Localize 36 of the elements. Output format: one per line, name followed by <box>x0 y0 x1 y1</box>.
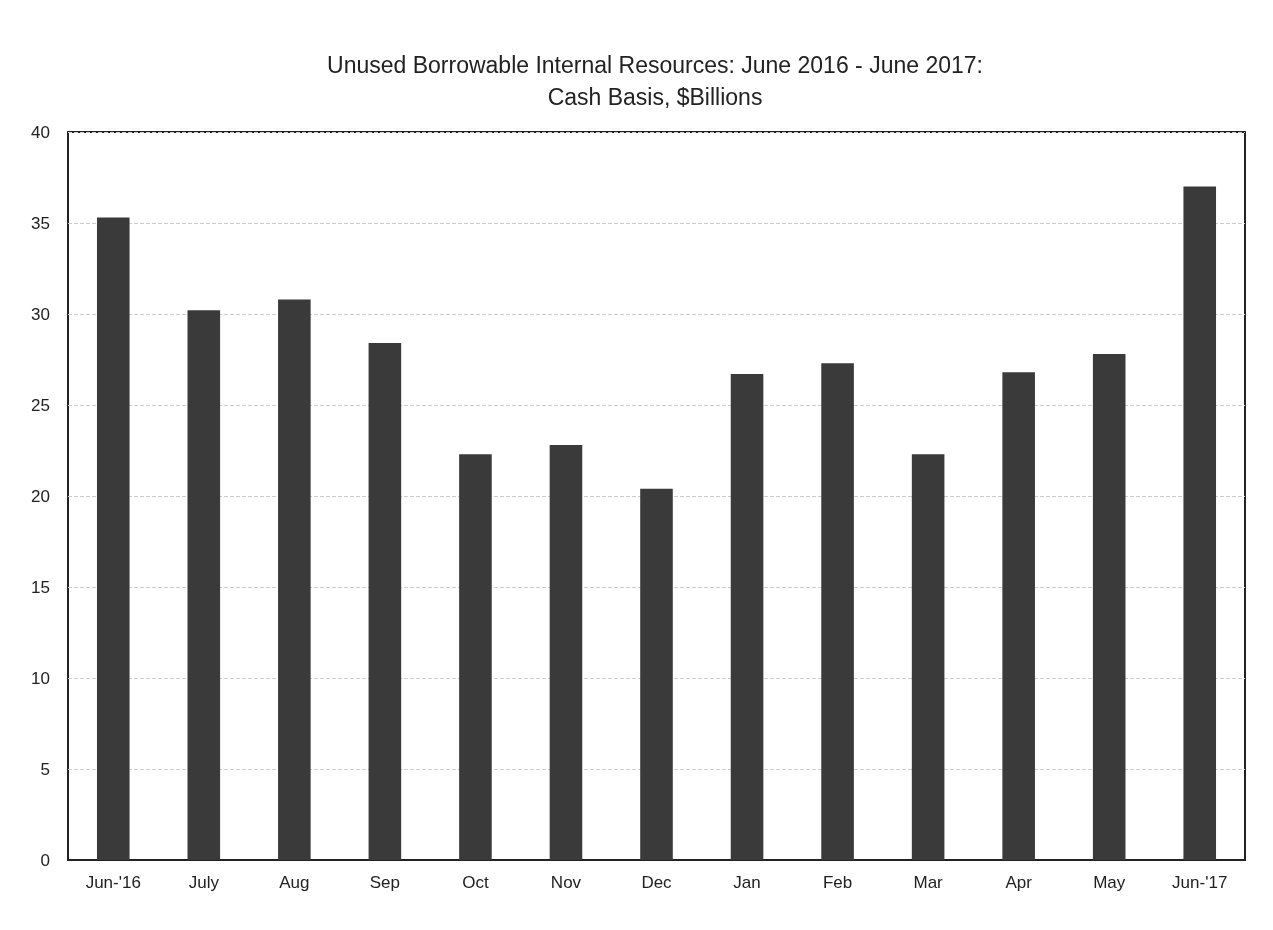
bar <box>821 363 854 860</box>
x-tick-label: Jan <box>733 873 761 892</box>
x-tick-label: May <box>1093 873 1126 892</box>
bar <box>911 454 945 860</box>
x-tick-label: Mar <box>913 873 944 892</box>
x-tick-label: July <box>188 873 220 892</box>
x-tick-label: Aug <box>279 873 310 892</box>
y-tick-label: 15 <box>31 577 50 597</box>
bar <box>730 374 764 860</box>
bar <box>1183 186 1217 860</box>
x-tick-label: Jun-'16 <box>85 873 141 892</box>
y-tick-label: 20 <box>31 486 50 506</box>
bar <box>187 310 221 860</box>
x-tick-label: Sep <box>369 873 401 892</box>
y-tick-label: 30 <box>31 304 50 324</box>
x-tick-label: Nov <box>550 873 582 892</box>
x-tick-label: Feb <box>822 873 853 892</box>
bar <box>640 488 673 860</box>
x-tick-label: Dec <box>641 873 673 892</box>
y-tick-label: 10 <box>31 668 50 688</box>
bar <box>459 454 492 860</box>
bar <box>1002 372 1035 860</box>
chart-title: Unused Borrowable Internal Resources: June 2016 - June 2017: Cash Basis, $Billions <box>327 52 983 110</box>
y-tick-label: 40 <box>31 122 50 142</box>
bar <box>549 445 583 860</box>
y-tick-label: 25 <box>31 395 50 415</box>
x-tick-label: Oct <box>462 873 489 892</box>
bar <box>1092 354 1126 860</box>
y-tick-label: 0 <box>40 850 50 870</box>
bar <box>368 343 402 860</box>
y-tick-label: 5 <box>40 759 50 779</box>
bar <box>278 299 311 860</box>
x-tick-label: Jun-'17 <box>1172 873 1228 892</box>
bar <box>96 217 130 860</box>
y-tick-label: 35 <box>31 213 50 233</box>
x-tick-label: Apr <box>1005 873 1033 892</box>
